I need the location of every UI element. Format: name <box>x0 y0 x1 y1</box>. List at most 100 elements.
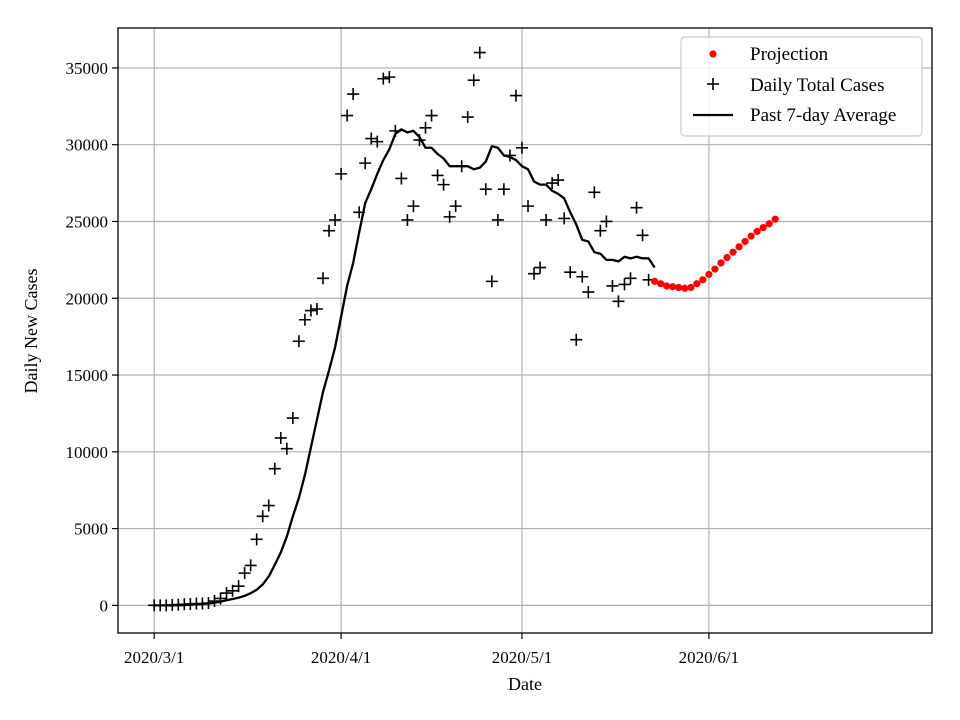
x-axis-label: Date <box>508 674 542 694</box>
daily-case-point <box>491 213 504 226</box>
y-tick-label: 15000 <box>66 366 109 385</box>
daily-case-point <box>546 177 559 190</box>
daily-case-point <box>425 109 438 122</box>
y-tick-label: 30000 <box>66 136 109 155</box>
daily-case-point <box>250 533 263 546</box>
y-axis-label: Daily New Cases <box>21 269 41 394</box>
projection-point <box>657 280 665 288</box>
daily-case-point <box>534 261 547 274</box>
daily-case-point <box>558 212 571 225</box>
daily-case-point <box>214 592 227 605</box>
daily-case-point <box>473 46 486 59</box>
daily-case-point <box>606 279 619 292</box>
projection-point <box>663 282 671 290</box>
daily-case-point <box>528 267 541 280</box>
daily-case-point <box>389 124 402 137</box>
daily-case-point <box>479 183 492 196</box>
daily-case-point <box>552 174 565 187</box>
projection-point <box>717 259 725 267</box>
daily-case-point <box>310 303 323 316</box>
projection-layer <box>651 215 779 292</box>
projection-point <box>735 243 743 251</box>
projection-point <box>681 284 689 292</box>
daily-case-point <box>413 134 426 147</box>
daily-case-point <box>564 266 577 279</box>
daily-case-point <box>630 201 643 214</box>
daily-case-point <box>226 584 239 597</box>
daily-case-point <box>335 167 348 180</box>
daily-case-point <box>202 597 215 610</box>
legend-average-label: Past 7-day Average <box>750 105 896 126</box>
plot-frame <box>117 27 933 634</box>
daily-case-point <box>455 160 468 173</box>
projection-point <box>675 283 683 292</box>
daily-case-point <box>353 206 366 219</box>
daily-case-point <box>329 213 342 226</box>
daily-case-point <box>292 335 305 348</box>
projection-point <box>771 215 779 223</box>
daily-case-point <box>220 587 233 600</box>
daily-case-point <box>268 462 281 475</box>
legend: Projection Daily Total Cases Past 7-day … <box>680 36 923 137</box>
daily-case-point <box>208 595 221 608</box>
y-tick-label: 25000 <box>66 212 109 231</box>
daily-case-point <box>600 215 613 228</box>
daily-case-point <box>515 141 528 154</box>
x-tick-label: 2020/5/1 <box>492 648 552 667</box>
daily-case-point <box>618 278 631 291</box>
projection-point <box>753 227 761 236</box>
daily-case-point <box>576 270 589 283</box>
y-tick-label: 0 <box>100 596 109 615</box>
y-tick-label: 35000 <box>66 59 109 78</box>
legend-daily-marker <box>707 78 719 90</box>
x-tick-label: 2020/3/1 <box>124 648 184 667</box>
daily-case-point <box>359 157 372 170</box>
average-line-layer <box>154 128 656 607</box>
daily-case-point <box>431 169 444 182</box>
daily-case-point <box>497 183 510 196</box>
daily-case-point <box>467 74 480 87</box>
daily-case-point <box>317 272 330 285</box>
projection-point <box>699 276 707 284</box>
daily-case-point <box>298 313 311 326</box>
projection-point <box>705 270 713 279</box>
x-tick-label: 2020/6/1 <box>679 648 739 667</box>
daily-case-point <box>232 580 245 593</box>
daily-case-point <box>449 200 462 213</box>
y-tick-label: 10000 <box>66 443 109 462</box>
daily-case-point <box>582 286 595 299</box>
daily-case-point <box>286 412 299 425</box>
daily-case-point <box>274 431 287 444</box>
daily-case-point <box>365 132 378 145</box>
y-tick-label: 20000 <box>66 289 109 308</box>
daily-case-point <box>280 442 293 455</box>
daily-case-point <box>594 224 607 237</box>
y-axis: 0 5000 10000 15000 20000 25000 30000 35000 <box>66 59 118 615</box>
projection-point <box>765 220 773 228</box>
projection-point <box>693 280 701 288</box>
daily-case-point <box>437 178 450 191</box>
daily-case-point <box>244 559 257 572</box>
daily-case-point <box>636 229 649 242</box>
daily-cases-layer <box>148 46 655 612</box>
daily-case-point <box>612 295 625 308</box>
daily-case-point <box>238 567 251 580</box>
projection-point <box>741 237 749 246</box>
legend-projection-label: Projection <box>750 44 829 65</box>
projection-point <box>759 224 767 232</box>
daily-case-point <box>395 172 408 185</box>
daily-case-point <box>509 89 522 102</box>
legend-box <box>680 36 923 137</box>
average-line <box>154 128 656 607</box>
daily-case-point <box>304 304 317 317</box>
projection-point <box>651 277 659 285</box>
daily-case-point <box>383 71 396 84</box>
projection-point <box>711 265 719 273</box>
grid-lines <box>118 28 932 633</box>
legend-daily-label: Daily Total Cases <box>750 75 884 96</box>
x-tick-label: 2020/4/1 <box>311 648 371 667</box>
daily-case-point <box>371 135 384 148</box>
projection-point <box>687 283 695 292</box>
daily-case-point <box>401 213 414 226</box>
